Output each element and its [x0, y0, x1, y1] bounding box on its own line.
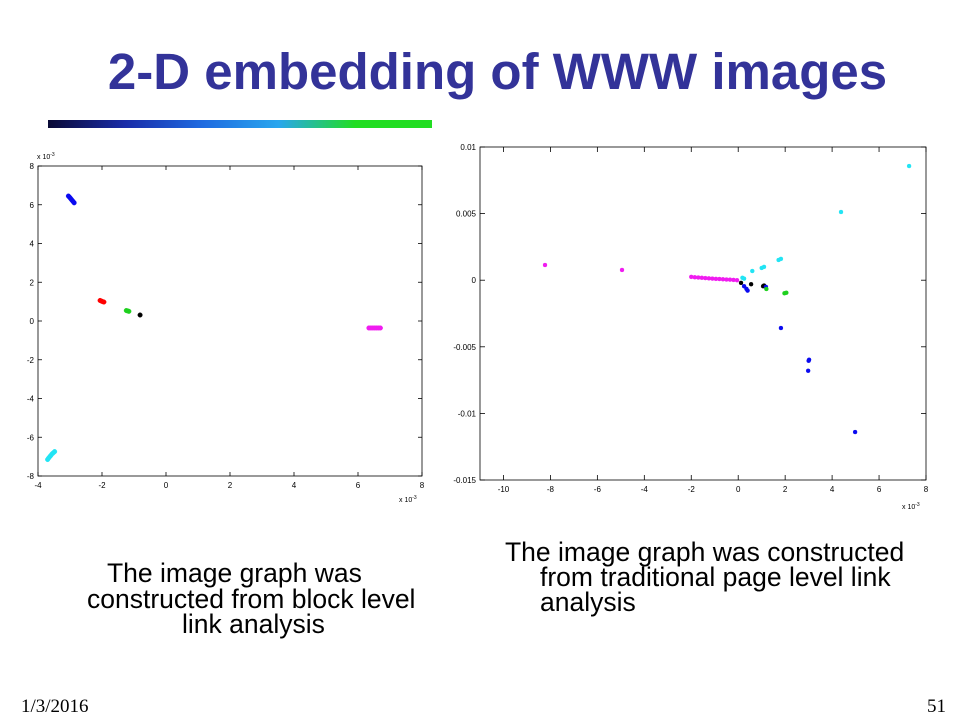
data-point — [740, 275, 745, 281]
y-tick-label: 0 — [472, 276, 477, 285]
x-tick-label: 6 — [877, 485, 882, 494]
data-point — [764, 286, 769, 292]
data-point — [776, 257, 781, 263]
x-tick-label: -2 — [98, 481, 106, 490]
data-point — [101, 299, 107, 305]
x-tick-label: -6 — [594, 485, 602, 494]
x-tick-label: 2 — [783, 485, 788, 494]
data-point — [750, 268, 755, 274]
exponent-base: x 10 — [37, 154, 50, 161]
slide-title: 2-D embedding of WWW images — [107, 43, 888, 100]
x-tick-label: 2 — [228, 481, 233, 490]
data-point — [126, 308, 132, 314]
data-point — [778, 325, 784, 331]
footer-date: 1/3/2016 — [21, 696, 89, 717]
y-tick-label: -6 — [27, 433, 35, 442]
x-tick-label: -4 — [34, 481, 42, 490]
y-tick-label: -8 — [27, 472, 35, 481]
left-caption-line: link analysis — [182, 609, 325, 639]
data-point — [784, 290, 789, 295]
data-point — [759, 265, 764, 271]
x-axis-multiplier: x 10-3 — [399, 495, 417, 504]
exponent-base: x 10 — [902, 504, 915, 511]
y-axis-multiplier: x 10-3 — [37, 152, 55, 161]
y-tick-label: 0 — [30, 317, 35, 326]
plot-area — [37, 165, 423, 477]
data-point — [806, 358, 811, 363]
data-point — [137, 312, 143, 318]
left-caption-line: The image graph was — [107, 558, 362, 588]
page-number: 51 — [927, 696, 946, 717]
y-tick-label: 4 — [30, 240, 35, 249]
y-tick-label: -0.01 — [458, 409, 477, 418]
data-point — [71, 200, 77, 206]
x-tick-label: 0 — [736, 485, 741, 494]
right-caption-line: from traditional page level link — [540, 562, 891, 592]
data-point — [745, 288, 750, 293]
exponent-power: -3 — [50, 152, 55, 158]
data-point — [738, 280, 744, 286]
data-point — [734, 278, 740, 283]
x-axis-multiplier: x 10-3 — [902, 502, 920, 511]
data-point — [852, 429, 858, 435]
data-point — [619, 267, 625, 273]
x-tick-label: 4 — [830, 485, 835, 494]
y-tick-label: -0.005 — [453, 343, 476, 352]
y-tick-label: -4 — [27, 395, 35, 404]
y-tick-label: 8 — [30, 162, 35, 171]
y-tick-label: 2 — [30, 278, 35, 287]
data-point — [838, 209, 844, 215]
x-tick-label: -10 — [498, 485, 510, 494]
data-point — [52, 449, 58, 455]
data-point — [748, 281, 754, 287]
plot-area — [479, 146, 927, 481]
data-point — [906, 163, 912, 169]
y-tick-label: -0.015 — [453, 476, 476, 485]
y-tick-label: 0.01 — [460, 143, 476, 152]
data-point — [377, 325, 383, 331]
exponent-base: x 10 — [399, 497, 412, 504]
y-tick-label: -2 — [27, 356, 35, 365]
left-caption-line: constructed from block level — [87, 584, 416, 614]
x-tick-label: 8 — [924, 485, 929, 494]
data-point — [805, 368, 811, 373]
exponent-power: -3 — [412, 495, 417, 501]
x-tick-label: 8 — [420, 481, 425, 490]
x-tick-label: 4 — [292, 481, 297, 490]
page-level-scatter-plot: -10 -8 -6 -4 -2 0 2 4 6 8 0.01 0.005 0 -0.005 -0.01 -0.… — [453, 143, 928, 511]
data-point — [542, 262, 548, 268]
y-tick-label: 6 — [30, 201, 35, 210]
x-tick-label: 0 — [164, 481, 169, 490]
x-tick-label: -4 — [641, 485, 649, 494]
right-caption-line: analysis — [540, 587, 636, 617]
x-tick-label: 6 — [356, 481, 361, 490]
x-tick-label: -8 — [547, 485, 555, 494]
x-tick-label: -2 — [688, 485, 696, 494]
exponent-power: -3 — [915, 502, 920, 508]
right-caption-line: The image graph was constructed — [505, 537, 905, 567]
y-tick-label: 0.005 — [456, 210, 477, 219]
title-accent-bar — [48, 120, 432, 128]
